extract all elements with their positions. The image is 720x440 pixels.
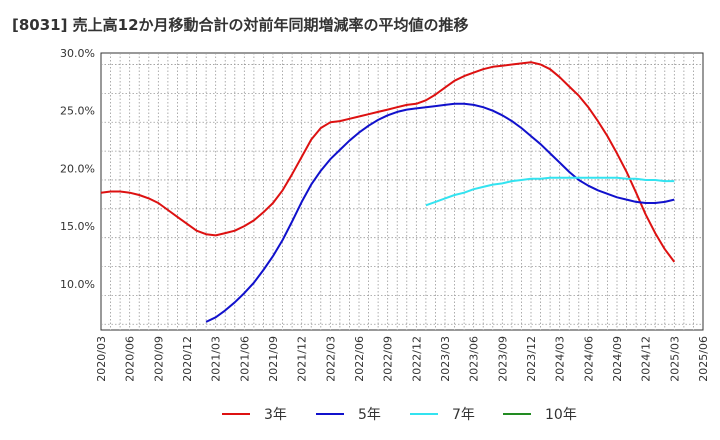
x-tick-label: 2024/09: [611, 336, 624, 382]
series-lines: [100, 61, 676, 323]
chart-title: [8031] 売上高12か月移動合計の対前年同期増減率の平均値の推移: [12, 16, 469, 34]
x-tick-label: 2024/06: [582, 336, 595, 382]
y-tick-label: 20.0%: [60, 162, 95, 175]
x-tick-label: 2023/06: [468, 336, 481, 382]
x-tick-label: 2020/03: [95, 336, 108, 382]
x-tick-label: 2020/12: [181, 336, 194, 382]
y-tick-label: 30.0%: [60, 47, 95, 60]
x-tick-label: 2022/06: [353, 336, 366, 382]
x-tick-label: 2024/12: [640, 336, 653, 382]
plot-area: [100, 52, 704, 331]
legend-label: 10年: [545, 407, 577, 423]
legend-label: 7年: [452, 407, 475, 423]
y-tick-label: 15.0%: [60, 220, 95, 233]
x-tick-label: 2022/03: [324, 336, 337, 382]
x-tick-label: 2025/03: [668, 336, 681, 382]
y-tick-label: 25.0%: [60, 105, 95, 118]
series-line-7年: [425, 176, 675, 207]
legend-label: 5年: [358, 407, 381, 423]
x-tick-label: 2021/03: [210, 336, 223, 382]
grid-lines: [100, 52, 704, 331]
x-tick-label: 2023/12: [525, 336, 538, 382]
legend-label: 3年: [264, 407, 287, 423]
x-tick-label: 2023/09: [496, 336, 509, 382]
x-tick-label: 2021/12: [296, 336, 309, 382]
axes: 10.0% 15.0% 20.0% 25.0% 30.0% 2020/03 2020/06 2…: [60, 47, 710, 382]
x-tick-label: 2025/06: [697, 336, 710, 382]
x-tick-label: 2021/09: [267, 336, 280, 382]
x-tick-label: 2022/09: [382, 336, 395, 382]
legend: 3年 5年 7年 10年: [222, 407, 577, 423]
series-line-5年: [205, 102, 675, 323]
y-tick-label: 10.0%: [60, 278, 95, 291]
x-tick-label: 2023/03: [439, 336, 452, 382]
x-tick-label: 2024/03: [554, 336, 567, 382]
x-tick-label: 2021/06: [238, 336, 251, 382]
x-tick-label: 2022/12: [410, 336, 423, 382]
x-tick-label: 2020/09: [152, 336, 165, 382]
series-line-3年: [100, 61, 676, 263]
x-tick-label: 2020/06: [124, 336, 137, 382]
